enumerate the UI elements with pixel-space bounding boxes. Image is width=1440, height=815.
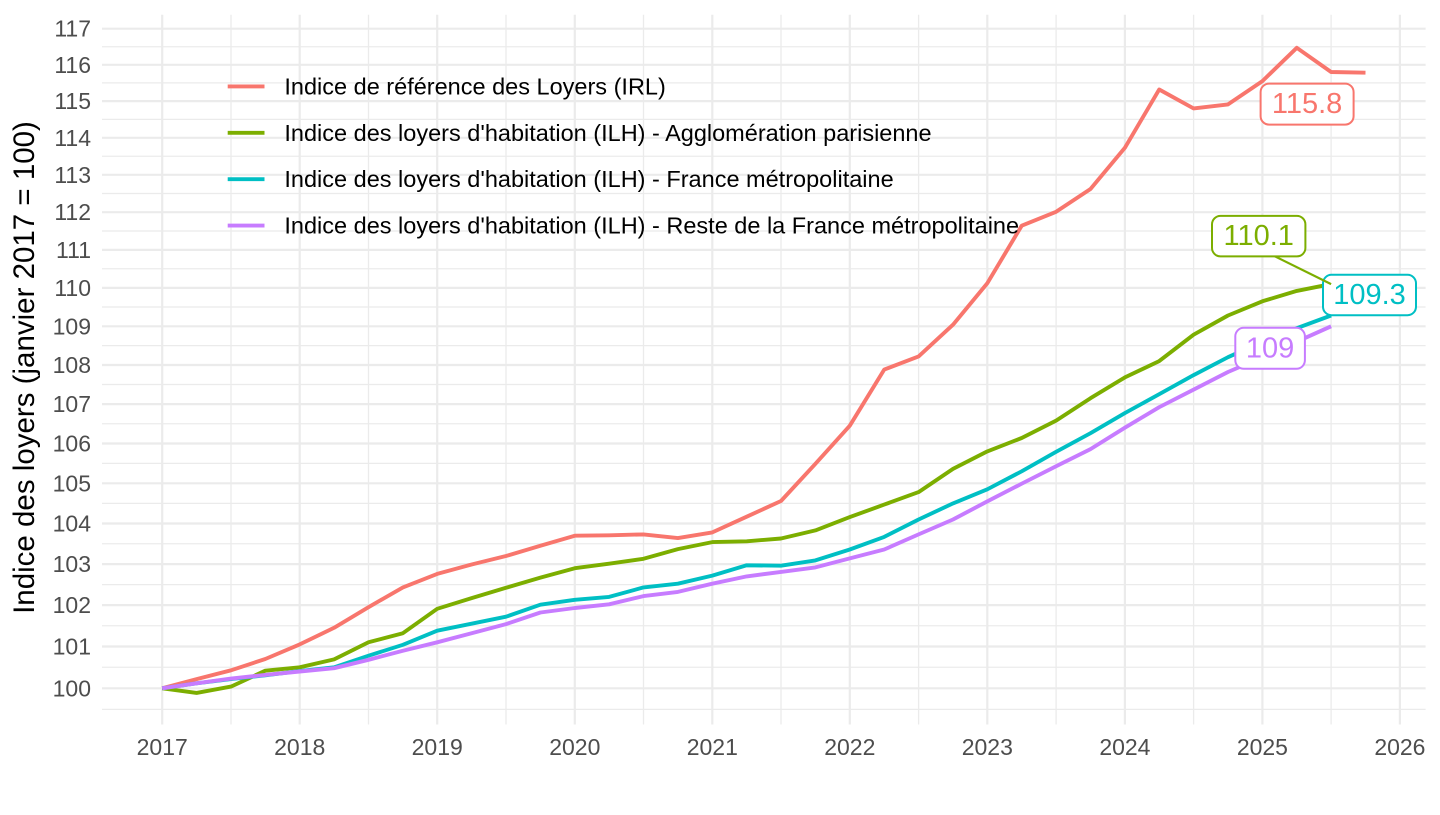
svg-text:114: 114 bbox=[54, 125, 91, 151]
svg-text:103: 103 bbox=[53, 551, 91, 577]
svg-text:116: 116 bbox=[54, 52, 91, 78]
svg-text:104: 104 bbox=[53, 511, 92, 537]
svg-text:2019: 2019 bbox=[412, 734, 463, 760]
svg-text:108: 108 bbox=[53, 352, 91, 378]
svg-text:107: 107 bbox=[53, 391, 91, 417]
svg-text:110: 110 bbox=[54, 275, 91, 301]
svg-text:2024: 2024 bbox=[1099, 734, 1150, 760]
svg-text:Indice des loyers d'habitation: Indice des loyers d'habitation (ILH) - A… bbox=[284, 120, 931, 146]
svg-text:115: 115 bbox=[54, 88, 91, 114]
svg-text:2021: 2021 bbox=[687, 734, 738, 760]
svg-text:100: 100 bbox=[53, 675, 91, 701]
svg-text:102: 102 bbox=[53, 592, 91, 618]
svg-text:2018: 2018 bbox=[274, 734, 325, 760]
svg-text:2023: 2023 bbox=[962, 734, 1013, 760]
svg-text:2017: 2017 bbox=[137, 734, 188, 760]
svg-text:Indice des loyers d'habitation: Indice des loyers d'habitation (ILH) - F… bbox=[284, 166, 893, 192]
svg-text:112: 112 bbox=[54, 199, 91, 225]
svg-text:111: 111 bbox=[56, 237, 91, 263]
svg-text:2025: 2025 bbox=[1237, 734, 1288, 760]
svg-text:115.8: 115.8 bbox=[1272, 88, 1342, 120]
svg-text:109: 109 bbox=[1246, 332, 1294, 364]
svg-text:101: 101 bbox=[53, 634, 91, 660]
svg-text:Indice de référence des Loyers: Indice de référence des Loyers (IRL) bbox=[284, 73, 665, 99]
svg-text:109.3: 109.3 bbox=[1333, 279, 1406, 311]
svg-text:110.1: 110.1 bbox=[1223, 220, 1293, 252]
svg-text:106: 106 bbox=[53, 431, 91, 457]
svg-text:2022: 2022 bbox=[824, 734, 875, 760]
svg-text:105: 105 bbox=[53, 470, 91, 496]
svg-text:2026: 2026 bbox=[1374, 734, 1425, 760]
svg-text:2020: 2020 bbox=[549, 734, 600, 760]
svg-text:Indice des loyers d'habitation: Indice des loyers d'habitation (ILH) - R… bbox=[284, 213, 1019, 239]
svg-text:113: 113 bbox=[54, 162, 91, 188]
svg-text:117: 117 bbox=[54, 16, 91, 42]
svg-text:109: 109 bbox=[53, 313, 91, 339]
svg-text:Indice des loyers (janvier 201: Indice des loyers (janvier 2017 = 100) bbox=[8, 121, 41, 614]
